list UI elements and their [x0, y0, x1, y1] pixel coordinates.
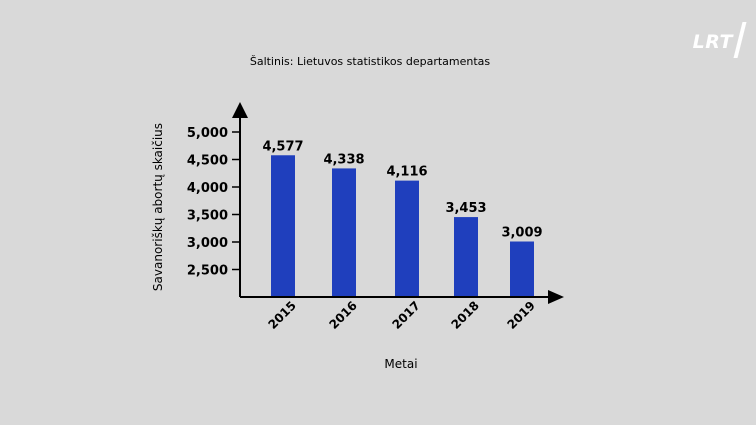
x-tick-label-2017: 2017 — [389, 298, 423, 332]
y-tick-label: 2,500 — [187, 264, 228, 279]
lrt-logo: LRT — [692, 22, 747, 58]
value-label-2018: 3,453 — [445, 201, 486, 216]
value-label-2016: 4,338 — [323, 152, 364, 167]
chart-marks: 4,577 2015 4,338 2016 4,116 2017 3,453 2018 3,00… — [262, 139, 542, 332]
bar-2016 — [332, 168, 356, 297]
bar-2017 — [395, 180, 419, 297]
y-axis-arrow-icon — [232, 102, 248, 118]
y-tick-label: 4,500 — [187, 154, 228, 169]
chart-axes: 2,500 3,000 3,500 4,000 4,500 5,000 — [187, 102, 564, 304]
x-tick-label-2019: 2019 — [504, 298, 538, 332]
y-tick-label: 3,000 — [187, 236, 228, 251]
bar-2015 — [271, 155, 295, 297]
y-axis-label: Savanoriškų abortų skaičius — [151, 123, 165, 291]
value-label-2017: 4,116 — [386, 165, 427, 180]
x-tick-label-2016: 2016 — [326, 298, 360, 332]
y-tick-label: 3,500 — [187, 209, 228, 224]
y-tick-label: 4,000 — [187, 181, 228, 196]
x-axis-label: Metai — [384, 357, 417, 371]
bar-2018 — [454, 217, 478, 297]
logo-text: LRT — [692, 31, 733, 53]
chart-title: Šaltinis: Lietuvos statistikos departame… — [250, 55, 491, 68]
x-axis-arrow-icon — [548, 290, 564, 304]
y-tick-label: 5,000 — [187, 126, 228, 141]
x-tick-label-2015: 2015 — [265, 298, 299, 332]
value-label-2019: 3,009 — [501, 226, 542, 241]
value-label-2015: 4,577 — [262, 139, 303, 154]
bar-2019 — [510, 241, 534, 297]
x-tick-label-2018: 2018 — [448, 298, 482, 332]
